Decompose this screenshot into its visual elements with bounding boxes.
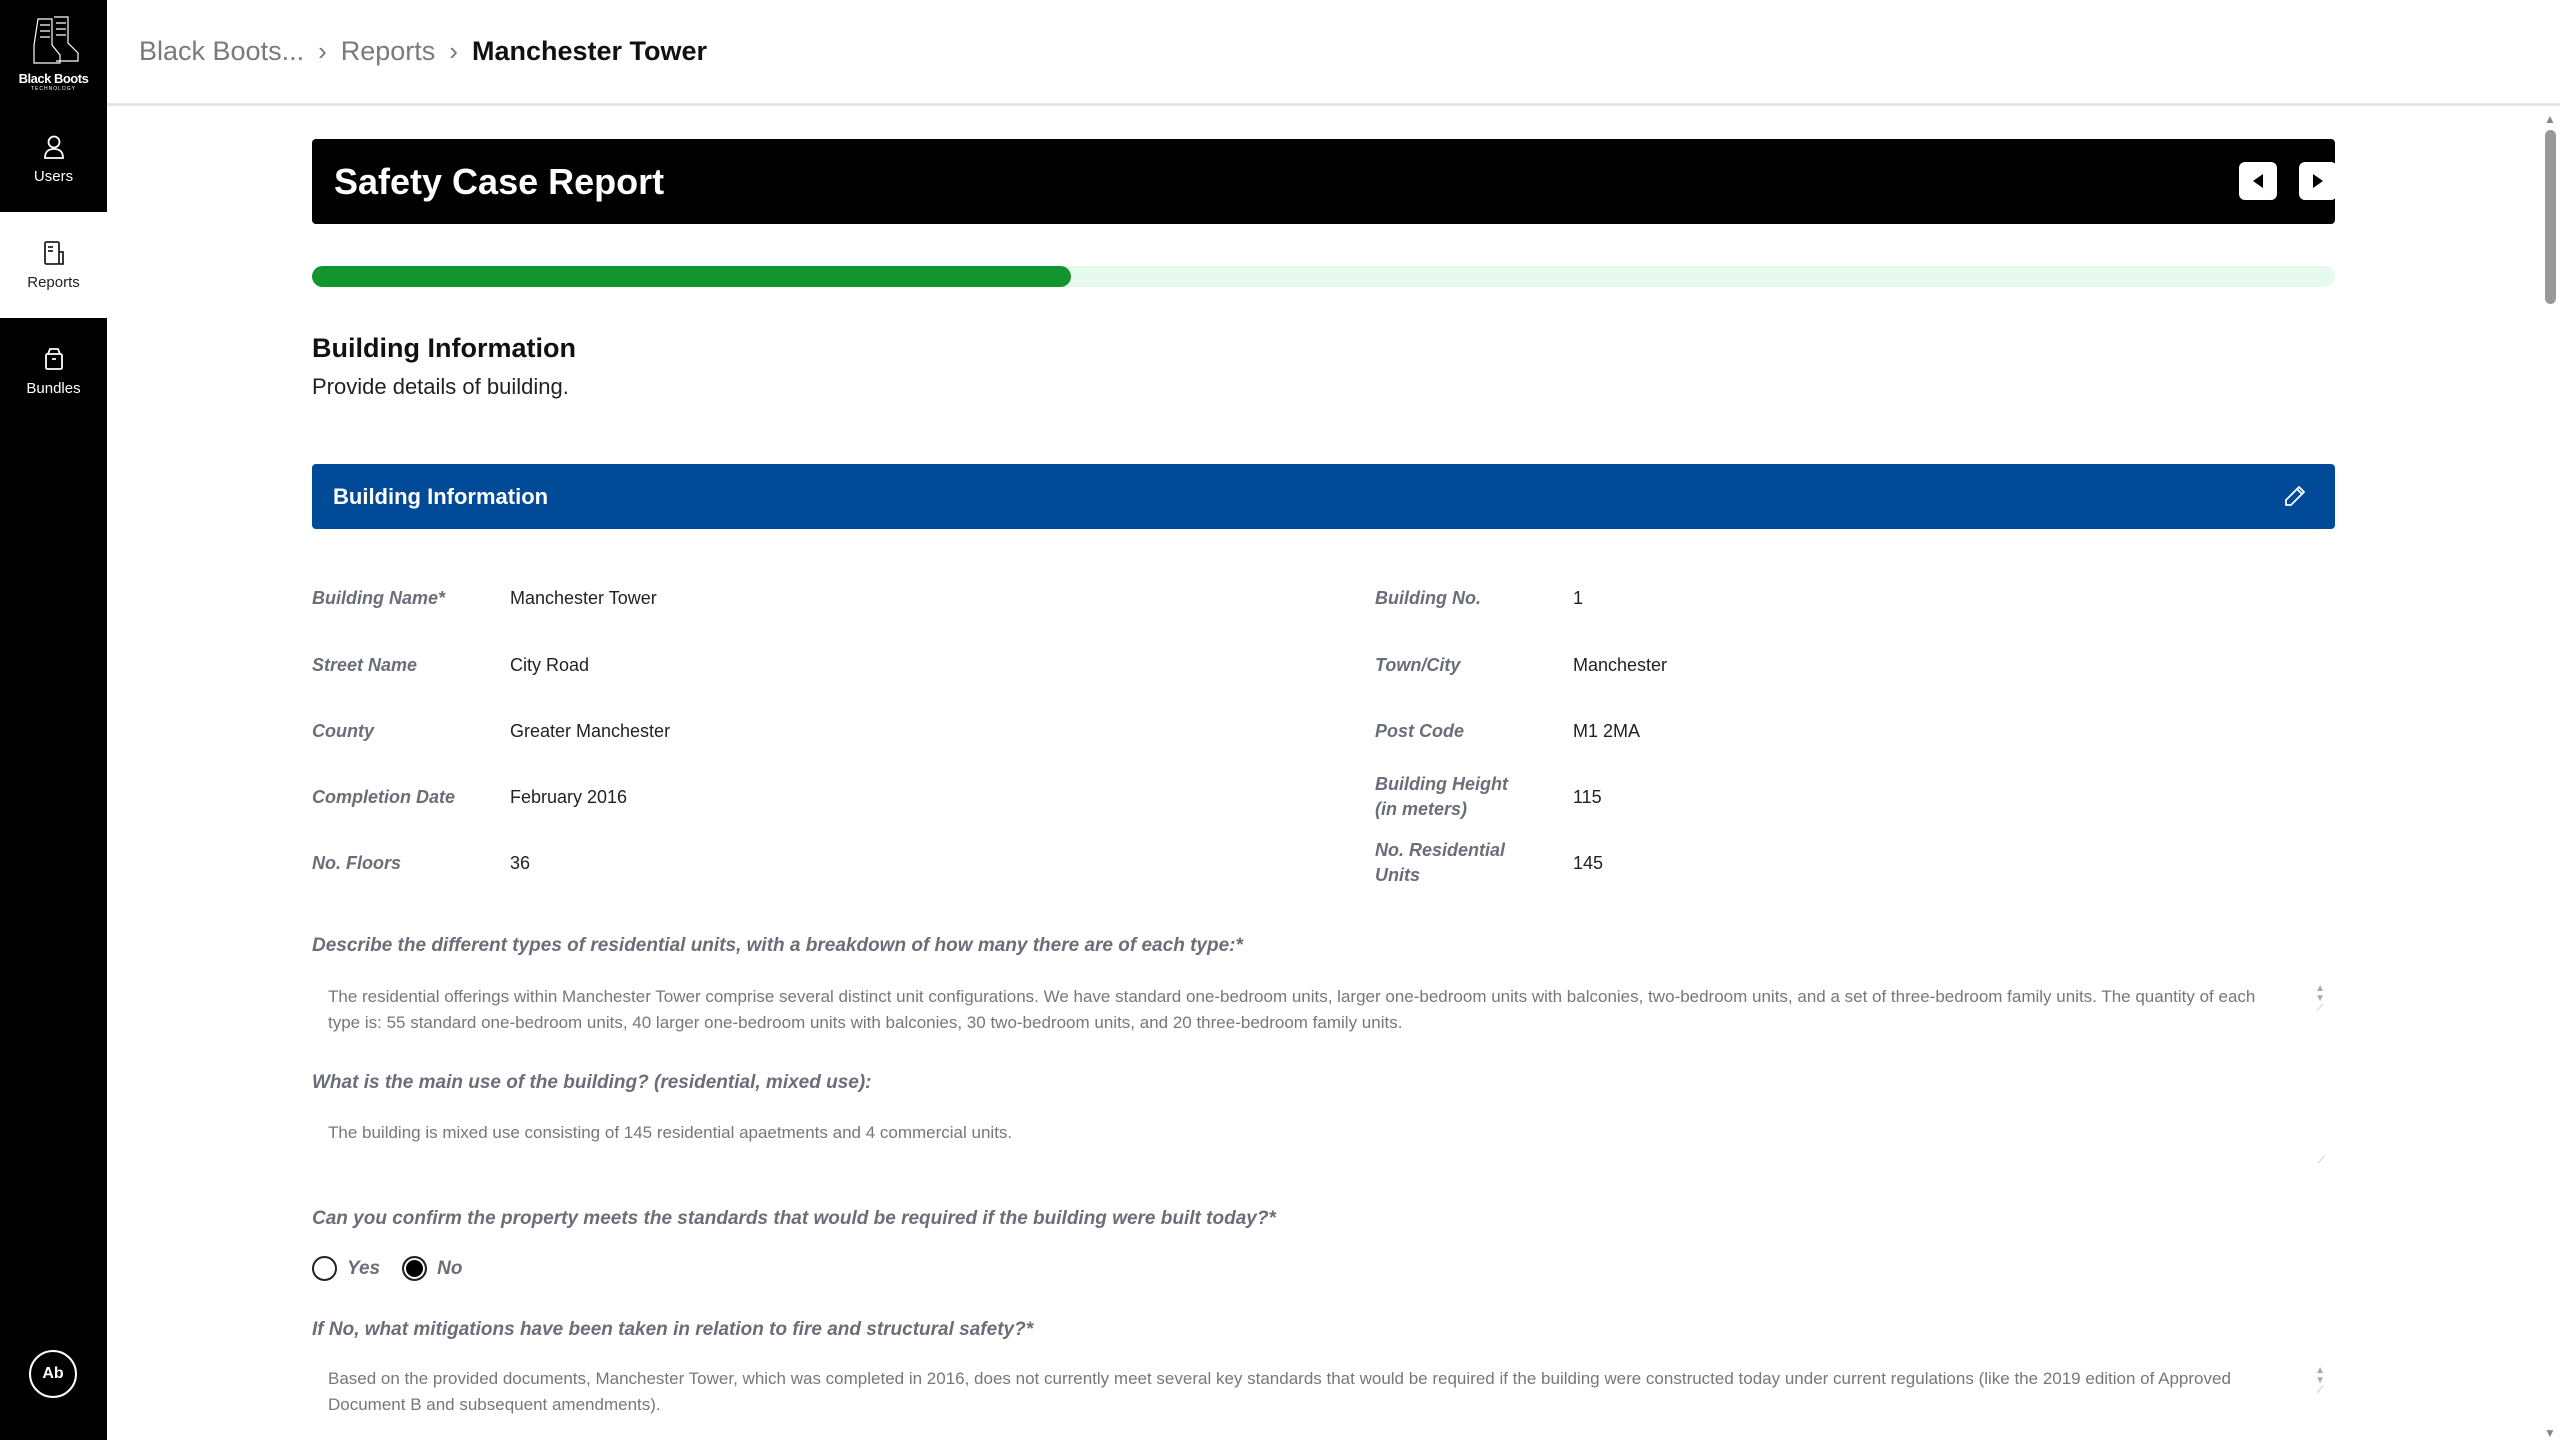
progress-fill xyxy=(312,266,1071,287)
field-no-floors: No. Floors 36 xyxy=(312,851,530,876)
section-title: Building Information xyxy=(312,333,576,363)
textarea-value: The building is mixed use consisting of … xyxy=(328,1123,1013,1142)
page-scrollbar[interactable]: ▲ ▼ xyxy=(2543,112,2557,1440)
resize-handle-icon[interactable]: ⟋ xyxy=(2318,1155,2325,1166)
sidebar-item-bundles[interactable]: Bundles xyxy=(0,318,107,424)
field-building-no: Building No. 1 xyxy=(1375,586,1583,611)
sidebar-item-label: Bundles xyxy=(26,379,81,397)
textarea-scroll-arrows-icon[interactable]: ▲ ▼ ⟋ xyxy=(2315,983,2325,1014)
breadcrumb-current: Manchester Tower xyxy=(471,36,708,66)
field-value: City Road xyxy=(510,655,590,675)
question-main-use: What is the main use of the building? (r… xyxy=(312,1072,872,1093)
textarea-value: Based on the provided documents, Manches… xyxy=(328,1369,2231,1414)
logo-text: Black Boots xyxy=(18,70,89,86)
breadcrumb: Black Boots... › Reports › Manchester To… xyxy=(107,0,2560,106)
breadcrumb-reports[interactable]: Reports xyxy=(340,36,436,66)
previous-button[interactable] xyxy=(2239,162,2277,200)
chevron-right-icon: › xyxy=(449,36,458,66)
boots-logo-icon xyxy=(32,15,79,64)
standards-radio-group: Yes No xyxy=(312,1256,462,1281)
chevron-right-icon: › xyxy=(318,36,327,66)
field-value: 145 xyxy=(1573,852,1604,873)
sidebar-item-label: Reports xyxy=(27,273,80,291)
textarea-value: The residential offerings within Manches… xyxy=(328,987,2256,1032)
scroll-down-icon[interactable]: ▼ xyxy=(2544,1426,2556,1440)
building-info-panel-header: Building Information xyxy=(312,464,2335,529)
box-icon xyxy=(44,347,63,370)
report-title-bar: Safety Case Report xyxy=(312,139,2337,224)
unit-types-textarea[interactable]: The residential offerings within Manches… xyxy=(312,983,2335,1033)
field-value: February 2016 xyxy=(510,787,628,807)
breadcrumb-home[interactable]: Black Boots... xyxy=(139,36,305,66)
field-value: 1 xyxy=(1573,588,1584,608)
radio-yes-label[interactable]: Yes xyxy=(347,1257,381,1279)
field-label: Building Name* xyxy=(312,588,446,608)
user-icon xyxy=(43,135,64,159)
sidebar-item-users[interactable]: Users xyxy=(0,106,107,212)
field-value: Manchester Tower xyxy=(510,588,657,608)
field-building-height: Building Height (in meters) 115 xyxy=(1375,772,1602,822)
field-completion-date: Completion Date February 2016 xyxy=(312,785,627,810)
question-mitigations: If No, what mitigations have been taken … xyxy=(312,1319,1034,1340)
field-value: 36 xyxy=(510,853,531,873)
avatar[interactable]: Ab xyxy=(29,1350,77,1398)
field-town-city: Town/City Manchester xyxy=(1375,653,1667,678)
question-unit-types: Describe the different types of resident… xyxy=(312,935,1243,956)
report-icon xyxy=(43,240,64,265)
progress-bar xyxy=(312,266,2335,287)
field-street-name: Street Name City Road xyxy=(312,653,589,678)
field-value: M1 2MA xyxy=(1573,721,1641,741)
field-label: No. Residential Units xyxy=(1375,840,1506,885)
field-label: No. Floors xyxy=(312,853,401,873)
scrollbar-thumb[interactable] xyxy=(2545,130,2556,304)
mitigations-textarea[interactable]: Based on the provided documents, Manches… xyxy=(312,1365,2335,1415)
triangle-left-icon xyxy=(2253,174,2263,188)
field-value: Manchester xyxy=(1573,655,1668,675)
field-label: Post Code xyxy=(1375,721,1465,741)
page-title: Safety Case Report xyxy=(334,160,665,202)
pencil-icon[interactable] xyxy=(2281,483,2309,511)
field-label: Building No. xyxy=(1375,588,1481,608)
logo[interactable]: Black Boots TECHNOLOGY xyxy=(0,0,107,106)
field-label: Completion Date xyxy=(312,787,456,807)
next-button[interactable] xyxy=(2299,162,2337,200)
field-post-code: Post Code M1 2MA xyxy=(1375,719,1640,744)
field-label: Street Name xyxy=(312,655,418,675)
field-value: Greater Manchester xyxy=(510,721,671,741)
scroll-up-icon[interactable]: ▲ xyxy=(2544,112,2556,126)
field-label: County xyxy=(312,721,374,741)
section-subtitle: Provide details of building. xyxy=(312,374,569,399)
sidebar-item-label: Users xyxy=(33,167,74,185)
textarea-scroll-arrows-icon[interactable]: ▲ ▼ ⟋ xyxy=(2315,1365,2325,1396)
logo-subtext: TECHNOLOGY xyxy=(30,85,76,92)
radio-no[interactable] xyxy=(402,1256,428,1281)
question-standards: Can you confirm the property meets the s… xyxy=(312,1208,1276,1229)
radio-no-label[interactable]: No xyxy=(437,1257,463,1279)
field-label: Building Height (in meters) xyxy=(1375,774,1508,819)
radio-yes[interactable] xyxy=(312,1256,337,1281)
field-residential-units: No. Residential Units 145 xyxy=(1375,838,1603,888)
panel-title: Building Information xyxy=(333,483,549,509)
field-building-name: Building Name* Manchester Tower xyxy=(312,586,657,611)
triangle-right-icon xyxy=(2313,174,2323,188)
sidebar: Black Boots TECHNOLOGY Users Reports Bun… xyxy=(0,0,107,1440)
main-use-textarea[interactable]: The building is mixed use consisting of … xyxy=(312,1120,2335,1168)
field-label: Town/City xyxy=(1375,655,1461,675)
field-value: 115 xyxy=(1573,786,1602,807)
field-county: County Greater Manchester xyxy=(312,719,670,744)
sidebar-item-reports[interactable]: Reports xyxy=(0,212,107,318)
